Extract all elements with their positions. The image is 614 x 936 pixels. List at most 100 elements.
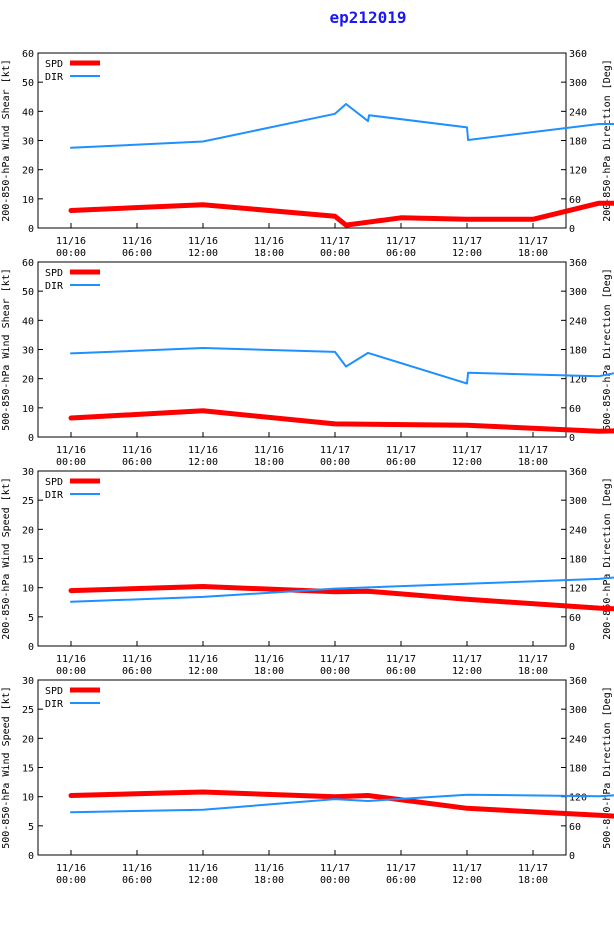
y2-tick-label: 360 — [569, 258, 587, 269]
y2-axis-label: 500-850-hPa Direction [Deg] — [602, 686, 613, 849]
x-tick-label-date: 11/16 — [254, 863, 284, 874]
legend-label-dir: DIR — [45, 490, 64, 501]
x-tick-label-time: 12:00 — [188, 457, 218, 468]
y-tick-label: 20 — [22, 734, 34, 745]
x-tick-label-time: 12:00 — [452, 457, 482, 468]
x-tick-label-date: 11/17 — [452, 654, 482, 665]
y2-axis-label: 200-850-hPa Direction [Deg] — [602, 59, 613, 222]
y2-tick-label: 0 — [569, 433, 575, 444]
y2-tick-label: 60 — [569, 404, 581, 415]
y2-tick-label: 60 — [569, 195, 581, 206]
plot-frame — [37, 52, 567, 229]
x-tick-label-date: 11/16 — [188, 236, 218, 247]
x-tick-label-time: 18:00 — [254, 875, 284, 886]
x-tick-label-date: 11/17 — [320, 654, 350, 665]
y2-tick-label: 180 — [569, 555, 587, 566]
y2-tick-label: 120 — [569, 793, 587, 804]
x-tick-label-time: 06:00 — [122, 248, 152, 259]
y-tick-label: 15 — [22, 555, 34, 566]
dir-series-line — [70, 347, 614, 385]
y2-tick-label: 180 — [569, 346, 587, 357]
y2-tick-label: 240 — [569, 525, 587, 536]
x-tick-label-date: 11/17 — [386, 445, 416, 456]
y2-tick-label: 180 — [569, 137, 587, 148]
y-axis-label: 200-850-hPa Wind Speed [kt] — [1, 477, 12, 640]
y-tick-label: 30 — [22, 676, 34, 687]
dir-series-line — [70, 103, 614, 149]
x-tick-label-date: 11/17 — [320, 863, 350, 874]
x-tick-label-time: 00:00 — [56, 666, 86, 677]
x-tick-label-date: 11/16 — [56, 863, 86, 874]
y2-tick-label: 240 — [569, 734, 587, 745]
x-tick-label-date: 11/17 — [518, 236, 548, 247]
y-tick-label: 0 — [28, 224, 34, 235]
x-tick-label-date: 11/16 — [254, 445, 284, 456]
y2-tick-label: 0 — [569, 224, 575, 235]
chart-panel-3: 05101520253006012018024030036011/1600:00… — [1, 467, 614, 677]
y2-tick-label: 240 — [569, 316, 587, 327]
x-tick-label-time: 18:00 — [254, 248, 284, 259]
x-tick-label-time: 06:00 — [386, 457, 416, 468]
y-tick-label: 40 — [22, 107, 34, 118]
y-tick-label: 5 — [28, 822, 34, 833]
chart-panel-2: 010203040506006012018024030036011/1600:0… — [1, 258, 614, 468]
y-tick-label: 10 — [22, 404, 34, 415]
y2-tick-label: 300 — [569, 78, 587, 89]
x-tick-label-date: 11/17 — [320, 236, 350, 247]
x-tick-label-time: 06:00 — [122, 457, 152, 468]
x-tick-label-date: 11/16 — [122, 445, 152, 456]
plot-frame — [37, 470, 567, 647]
x-tick-label-date: 11/16 — [122, 654, 152, 665]
chart-panel-1: 010203040506006012018024030036011/1600:0… — [1, 49, 614, 259]
x-tick-label-date: 11/17 — [452, 236, 482, 247]
x-tick-label-time: 12:00 — [188, 666, 218, 677]
y-tick-label: 25 — [22, 705, 34, 716]
y2-axis-label: 200-850-hPa Direction [Deg] — [602, 477, 613, 640]
y2-tick-label: 120 — [569, 375, 587, 386]
x-tick-label-date: 11/16 — [122, 863, 152, 874]
y2-tick-label: 360 — [569, 676, 587, 687]
y2-tick-label: 240 — [569, 107, 587, 118]
x-tick-label-time: 18:00 — [518, 666, 548, 677]
x-tick-label-date: 11/17 — [518, 445, 548, 456]
x-tick-label-date: 11/17 — [386, 863, 416, 874]
y-tick-label: 30 — [22, 137, 34, 148]
x-tick-label-time: 12:00 — [188, 875, 218, 886]
x-tick-label-date: 11/16 — [188, 445, 218, 456]
x-tick-label-time: 18:00 — [254, 666, 284, 677]
x-tick-label-date: 11/17 — [320, 445, 350, 456]
x-tick-label-date: 11/16 — [122, 236, 152, 247]
y-tick-label: 60 — [22, 49, 34, 60]
y-tick-label: 0 — [28, 433, 34, 444]
x-tick-label-time: 06:00 — [122, 875, 152, 886]
legend-label-spd: SPD — [45, 686, 63, 697]
y-tick-label: 60 — [22, 258, 34, 269]
y-tick-label: 15 — [22, 764, 34, 775]
spd-series-line — [68, 200, 614, 228]
y2-tick-label: 120 — [569, 166, 587, 177]
plot-frame — [37, 261, 567, 438]
x-tick-label-date: 11/16 — [56, 236, 86, 247]
x-tick-label-date: 11/16 — [56, 654, 86, 665]
x-tick-label-time: 18:00 — [254, 457, 284, 468]
y-tick-label: 20 — [22, 166, 34, 177]
x-tick-label-time: 00:00 — [320, 248, 350, 259]
y-tick-label: 50 — [22, 78, 34, 89]
x-tick-label-date: 11/17 — [386, 654, 416, 665]
x-tick-label-time: 12:00 — [188, 248, 218, 259]
x-tick-label-time: 00:00 — [56, 875, 86, 886]
y2-tick-label: 0 — [569, 851, 575, 862]
y2-tick-label: 300 — [569, 287, 587, 298]
y-tick-label: 0 — [28, 642, 34, 653]
x-tick-label-date: 11/17 — [386, 236, 416, 247]
y2-tick-label: 60 — [569, 822, 581, 833]
y-axis-label: 500-850-hPa Wind Speed [kt] — [1, 686, 12, 849]
legend-label-spd: SPD — [45, 268, 63, 279]
y2-tick-label: 360 — [569, 467, 587, 478]
x-tick-label-date: 11/16 — [254, 654, 284, 665]
x-tick-label-date: 11/17 — [518, 654, 548, 665]
dir-series-line — [70, 576, 614, 603]
y2-tick-label: 0 — [569, 642, 575, 653]
y2-tick-label: 300 — [569, 496, 587, 507]
